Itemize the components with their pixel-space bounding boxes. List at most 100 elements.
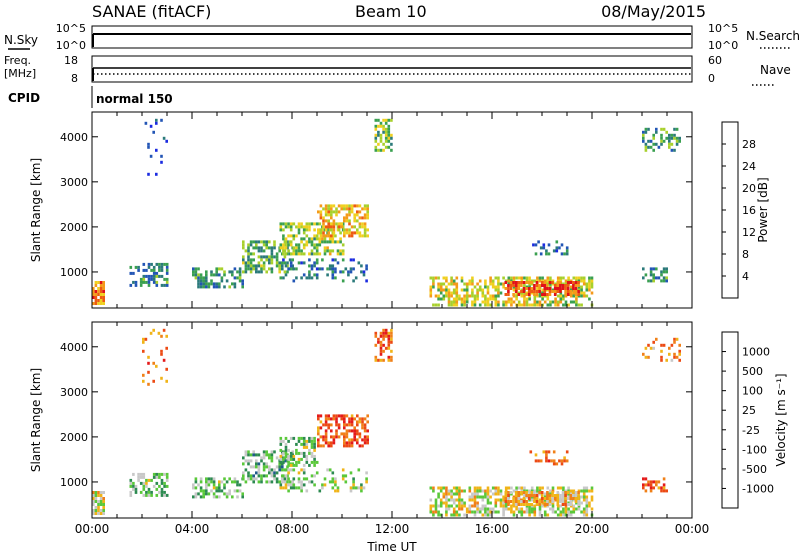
velocity-data-cell	[282, 457, 285, 461]
velocity-data-cell	[535, 494, 539, 497]
velocity-data-cell	[489, 495, 492, 499]
power-data-cell	[647, 145, 650, 149]
velocity-data-cell	[547, 450, 551, 454]
velocity-data-cell	[494, 504, 498, 508]
velocity-data-cell	[353, 432, 356, 436]
velocity-data-cell	[361, 426, 364, 430]
power-data-cell	[348, 231, 351, 235]
power-data-cell	[543, 287, 547, 290]
velocity-data-cell	[567, 507, 570, 511]
velocity-data-cell	[522, 497, 526, 500]
velocity-data-cell	[223, 483, 226, 487]
velocity-data-cell	[548, 503, 552, 506]
velocity-data-cell	[678, 352, 681, 356]
velocity-data-cell	[212, 492, 216, 496]
velocity-data-cell	[150, 493, 153, 497]
velocity-data-cell	[545, 459, 548, 463]
power-data-cell	[297, 231, 301, 235]
velocity-data-cell	[308, 436, 311, 440]
power-data-cell	[582, 276, 586, 280]
power-data-cell	[491, 294, 495, 298]
power-data-cell	[504, 287, 508, 290]
velocity-data-cell	[310, 445, 314, 449]
power-data-cell	[160, 265, 164, 269]
power-data-cell	[642, 267, 645, 271]
power-data-cell	[384, 136, 388, 140]
power-data-cell	[335, 213, 338, 217]
velocity-data-cell	[270, 453, 274, 457]
power-data-cell	[242, 270, 245, 274]
power-data-cell	[233, 282, 237, 286]
power-data-cell	[207, 285, 211, 289]
power-data-cell	[292, 222, 296, 226]
power-data-cell	[363, 222, 367, 226]
power-data-cell	[310, 240, 314, 244]
power-data-cell	[247, 264, 250, 268]
power-data-cell	[478, 279, 482, 283]
velocity-data-cell	[533, 494, 536, 497]
velocity-data-cell	[379, 352, 383, 356]
velocity-data-cell	[577, 494, 580, 497]
power-data-cell	[238, 270, 242, 274]
power-data-cell	[562, 276, 565, 280]
power-data-cell	[494, 276, 498, 280]
power-data-cell	[665, 276, 668, 280]
power-data-cell	[547, 252, 551, 256]
velocity-data-cell	[331, 480, 335, 484]
velocity-data-cell	[560, 459, 564, 463]
velocity-data-cell	[533, 500, 536, 503]
power-data-cell	[197, 267, 200, 271]
power-data-cell	[439, 291, 443, 295]
power-data-cell	[142, 277, 146, 281]
velocity-data-cell	[476, 489, 479, 493]
velocity-data-cell	[362, 486, 366, 490]
power-data-cell	[302, 261, 306, 265]
power-data-cell	[565, 249, 569, 253]
power-data-cell	[481, 294, 485, 298]
power-data-cell	[268, 267, 271, 271]
velocity-data-cell	[297, 439, 301, 443]
velocity-data-cell	[270, 468, 274, 472]
velocity-data-cell	[522, 503, 526, 506]
velocity-data-cell	[434, 504, 438, 508]
velocity-data-cell	[247, 459, 250, 463]
power-data-cell	[197, 279, 200, 283]
velocity-data-cell	[249, 477, 253, 481]
velocity-data-cell	[366, 435, 369, 439]
power-data-cell	[357, 261, 361, 265]
velocity-data-cell	[150, 490, 153, 494]
velocity-data-cell	[305, 442, 309, 446]
power-data-cell	[379, 148, 383, 152]
power-data-cell	[514, 284, 518, 287]
power-colorbar-label: Power [dB]	[756, 177, 770, 242]
power-data-cell	[278, 249, 281, 253]
velocity-data-cell	[546, 486, 550, 490]
velocity-data-cell	[652, 486, 655, 490]
velocity-data-cell	[132, 487, 135, 491]
power-data-cell	[255, 246, 258, 250]
power-data-cell	[287, 243, 290, 247]
power-data-cell	[300, 249, 303, 253]
velocity-data-cell	[319, 426, 323, 430]
velocity-data-cell	[287, 448, 290, 452]
velocity-data-cell	[139, 481, 143, 485]
velocity-data-cell	[163, 490, 166, 494]
power-data-cell	[670, 136, 674, 140]
velocity-data-cell	[349, 489, 353, 493]
velocity-data-cell	[545, 456, 548, 460]
power-data-cell	[218, 282, 221, 286]
velocity-data-cell	[585, 501, 589, 505]
power-data-cell	[310, 222, 314, 226]
velocity-data-cell	[559, 504, 563, 508]
velocity-data-cell	[437, 492, 440, 496]
velocity-data-cell	[284, 448, 288, 452]
velocity-data-cell	[647, 355, 650, 359]
power-data-cell	[390, 142, 393, 146]
velocity-data-cell	[275, 477, 279, 481]
power-data-cell	[102, 293, 105, 296]
power-data-cell	[481, 291, 485, 295]
power-data-cell	[302, 243, 306, 247]
power-data-cell	[92, 302, 95, 305]
power-data-cell	[348, 228, 351, 232]
velocity-data-cell	[562, 513, 565, 517]
